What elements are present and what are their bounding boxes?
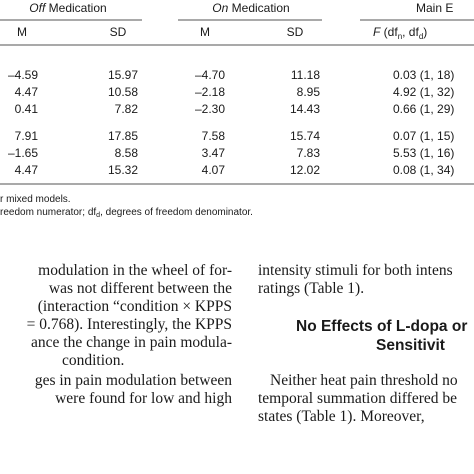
body-line: (interaction “condition × KPPS xyxy=(38,298,232,315)
column-header: F (dfn, dfd) xyxy=(373,25,427,41)
column-header: M xyxy=(17,25,27,39)
table-cell: 0.41 xyxy=(15,102,39,116)
table-cell: 15.97 xyxy=(108,68,138,82)
body-line: was not different between the xyxy=(49,280,232,297)
body-line: modulation in the wheel of for- xyxy=(38,262,232,279)
group-header: On Medication xyxy=(212,1,289,15)
group-header: Main E xyxy=(416,1,453,15)
body-line: ance the change in pain modula- xyxy=(31,334,232,351)
body-line: condition. xyxy=(62,352,124,369)
header-emphasis: On xyxy=(212,1,228,15)
table-cell: 8.58 xyxy=(115,146,139,160)
section-heading: No Effects of L-dopa or xyxy=(296,318,467,335)
f-text: , df xyxy=(402,25,419,39)
table-cell: 0.66 (1, 29) xyxy=(393,102,454,116)
header-text: Medication xyxy=(45,1,106,15)
table-cell: 7.58 xyxy=(202,129,226,143)
f-symbol: F xyxy=(373,25,381,39)
table-cell: 14.43 xyxy=(290,102,320,116)
table-cell: 10.58 xyxy=(108,85,138,99)
f-text: (df xyxy=(380,25,398,39)
body-line: intensity stimuli for both intens xyxy=(258,262,453,279)
f-sub: n xyxy=(398,32,402,41)
f-sub: d xyxy=(419,32,423,41)
body-line: ges in pain modulation between xyxy=(35,372,232,389)
table-cell: 4.92 (1, 32) xyxy=(393,85,454,99)
body-line: temporal summation differed be xyxy=(258,390,457,407)
table-cell: –4.59 xyxy=(8,68,38,82)
section-heading: Sensitivit xyxy=(376,337,445,354)
footnote-sub: d xyxy=(96,212,100,219)
table-cell: 12.02 xyxy=(290,163,320,177)
table-cell: 4.07 xyxy=(202,163,226,177)
body-line: = 0.768). Interestingly, the KPPS xyxy=(27,316,232,333)
column-header: SD xyxy=(110,25,127,39)
header-text: Medication xyxy=(228,1,289,15)
table-cell: 0.03 (1, 18) xyxy=(393,68,454,82)
table-cell: 0.08 (1, 34) xyxy=(393,163,454,177)
table-cell: 17.85 xyxy=(108,129,138,143)
table-cell: 15.74 xyxy=(290,129,320,143)
footnote-text: , degrees of freedom denominator. xyxy=(100,207,253,218)
table-cell: –2.18 xyxy=(195,85,225,99)
body-line: Neither heat pain threshold no xyxy=(270,372,458,389)
table-cell: 0.07 (1, 15) xyxy=(393,129,454,143)
table-cell: 5.53 (1, 16) xyxy=(393,146,454,160)
body-line: ratings (Table 1). xyxy=(258,280,364,297)
table-cell: 3.47 xyxy=(202,146,226,160)
table-cell: 8.95 xyxy=(297,85,321,99)
header-emphasis: Off xyxy=(29,1,47,15)
table-cell: 15.32 xyxy=(108,163,138,177)
table-cell: 4.47 xyxy=(15,85,39,99)
group-header: Off Medication xyxy=(29,1,106,15)
footnote: r mixed models. xyxy=(0,194,71,205)
table-cell: 11.18 xyxy=(291,68,320,82)
table-cell: –2.30 xyxy=(195,102,225,116)
body-line: were found for low and high xyxy=(55,390,232,407)
table-cell: –1.65 xyxy=(8,146,38,160)
column-header: M xyxy=(200,25,210,39)
table-cell: 4.47 xyxy=(15,163,39,177)
body-line: states (Table 1). Moreover, xyxy=(258,408,425,425)
table-cell: 7.82 xyxy=(115,102,139,116)
f-text: ) xyxy=(423,25,427,39)
footnote: reedom numerator; dfd, degrees of freedo… xyxy=(0,207,253,219)
column-header: SD xyxy=(287,25,304,39)
footnote-text: reedom numerator; df xyxy=(0,207,96,218)
table-cell: 7.91 xyxy=(15,129,39,143)
table-cell: 7.83 xyxy=(297,146,321,160)
table-cell: –4.70 xyxy=(195,68,225,82)
